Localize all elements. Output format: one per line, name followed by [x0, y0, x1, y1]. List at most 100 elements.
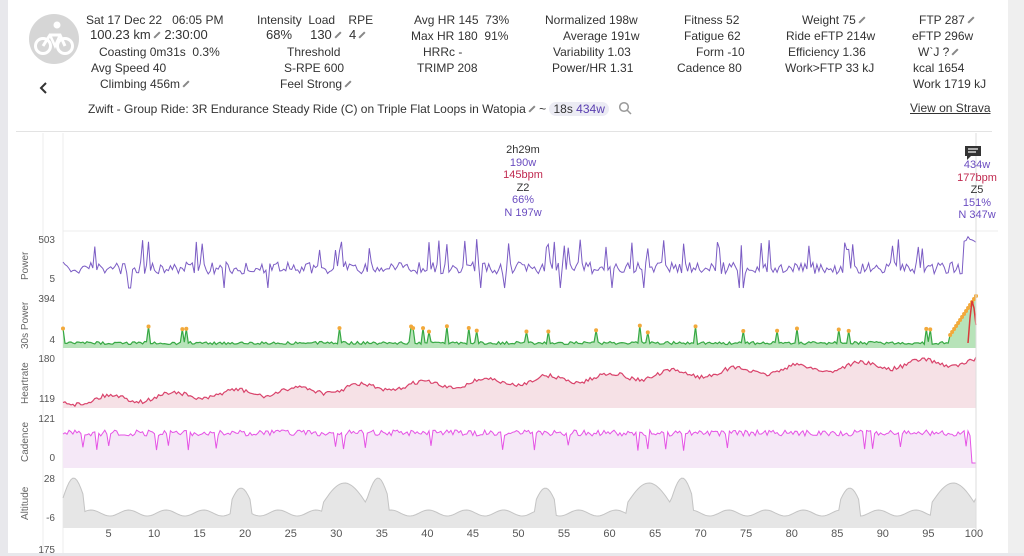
power30-peak	[972, 297, 977, 301]
edit-rpe-icon[interactable]	[357, 30, 366, 39]
avg-speed-row: Avg Speed 40	[91, 61, 167, 75]
activity-panel: Sat 17 Dec 22 06:05 PM 100.23 km 2:30:00…	[8, 0, 1008, 556]
tooltip-power: 190w	[509, 156, 537, 169]
power30-peak	[184, 326, 189, 331]
power-axis-label: Power	[20, 251, 31, 280]
point-pct: 151%	[962, 196, 992, 209]
power30-peak	[836, 327, 841, 332]
power-chart[interactable]	[62, 235, 977, 289]
power30-peak	[466, 326, 471, 331]
power30-peak	[924, 326, 929, 331]
power30-peak	[741, 329, 746, 334]
x-tick-label: 45	[466, 528, 480, 540]
next-chart-ymax: 175	[38, 545, 55, 556]
heartrate-trace	[62, 356, 977, 408]
edit-ftp-icon[interactable]	[966, 15, 975, 24]
x-tick-label: 55	[557, 528, 571, 540]
feel-row: Feel Strong	[280, 77, 352, 91]
tooltip-np: N 197w	[504, 206, 542, 219]
coasting-row: Coasting 0m31s 0.3%	[99, 45, 220, 59]
edit-weight-icon[interactable]	[857, 15, 866, 24]
average-row: Average 191w	[563, 29, 640, 43]
power30-peak	[426, 329, 431, 334]
power30-peak	[421, 326, 426, 331]
power30-peak	[411, 326, 416, 331]
time-text: 06:05 PM	[172, 13, 224, 27]
power30-peak	[962, 312, 967, 316]
altitude-axis-label: Altitude	[20, 486, 31, 520]
efficiency-row: Efficiency 1.36	[788, 45, 866, 59]
form-row: Form -10	[696, 45, 745, 59]
view-on-strava-link[interactable]: View on Strava	[910, 101, 991, 115]
hrrc-row: HRRc -	[423, 45, 463, 59]
tooltip-zone: Z2	[516, 181, 530, 194]
tooltip-pct: 66%	[511, 194, 535, 206]
max-hr-row: Max HR 180 91%	[411, 29, 509, 43]
power30-peak	[794, 326, 799, 331]
trimp-row: TRIMP 208	[417, 61, 478, 75]
duration-value: 2:30:00	[164, 27, 208, 42]
power30-peak	[958, 318, 963, 322]
srpe-row: S-RPE 600	[284, 61, 345, 75]
power30-peak	[950, 330, 955, 334]
fitness-row: Fitness 52	[684, 13, 740, 27]
x-tick-label: 40	[421, 528, 434, 540]
page-scrollbar[interactable]	[1008, 0, 1024, 553]
x-tick-label: 80	[785, 528, 798, 540]
edit-wj-icon[interactable]	[950, 47, 959, 56]
back-chevron-icon[interactable]	[36, 80, 52, 96]
power30-chart[interactable]	[61, 294, 978, 348]
x-tick-label: 75	[740, 528, 753, 540]
threshold-label: Threshold	[287, 45, 341, 59]
variability-row: Variability 1.03	[553, 45, 631, 59]
x-tick-label: 85	[831, 528, 844, 540]
edit-distance-icon[interactable]	[152, 30, 161, 39]
edit-feel-icon[interactable]	[343, 79, 352, 88]
hover-point-tooltip: 434w 177bpm Z5 151% N 347w	[952, 159, 1002, 222]
power30-peak	[775, 328, 780, 333]
power30-peak	[61, 326, 65, 331]
search-icon[interactable]	[618, 101, 632, 115]
power30-ymax: 394	[38, 294, 55, 305]
work-ftp-row: Work>FTP 33 kJ	[785, 61, 875, 75]
cadence-chart[interactable]	[62, 428, 976, 468]
x-tick-label: 35	[375, 528, 388, 540]
cadence-row: Cadence 80	[677, 61, 742, 75]
x-tick-label: 20	[239, 528, 252, 540]
power30-peak	[474, 328, 479, 333]
power30-peak	[524, 329, 529, 334]
peak-power-tag[interactable]: 18s 434w	[549, 102, 609, 116]
power30-peak	[954, 324, 959, 328]
activity-charts[interactable]	[8, 133, 1008, 553]
heartrate-axis-label: Heartrate	[20, 362, 31, 404]
comment-icon[interactable]	[964, 145, 982, 161]
power-hr-row: Power/HR 1.31	[552, 61, 634, 75]
edit-load-icon[interactable]	[333, 30, 342, 39]
ftp-row: FTP 287	[919, 13, 975, 27]
power30-ymin: 4	[49, 335, 55, 346]
altitude-ymax: 28	[43, 474, 55, 485]
power30-peak	[645, 330, 650, 335]
bicycle-icon	[34, 21, 74, 55]
power30-peak	[960, 315, 965, 319]
activity-date: Sat 17 Dec 22 06:05 PM	[86, 13, 223, 27]
x-tick-label: 25	[284, 528, 297, 540]
heartrate-chart[interactable]	[62, 356, 977, 408]
ride-eftp-row: Ride eFTP 214w	[786, 29, 876, 43]
altitude-chart[interactable]	[62, 477, 977, 528]
heartrate-ymin: 119	[39, 394, 55, 405]
x-tick-label: 100	[964, 528, 984, 540]
x-tick-label: 15	[193, 528, 206, 540]
edit-name-icon[interactable]	[527, 104, 536, 113]
climbing-row: Climbing 456m	[100, 77, 190, 91]
activity-type-avatar	[29, 14, 79, 64]
intensity-load-rpe-values: 68% 130 4	[266, 27, 366, 42]
point-zone: Z5	[970, 184, 984, 196]
activity-name-row: Zwift - Group Ride: 3R Endurance Steady …	[88, 101, 632, 116]
edit-climbing-icon[interactable]	[181, 79, 190, 88]
distance-value: 100.23 km	[90, 27, 151, 42]
point-hr: 177bpm	[957, 171, 997, 184]
power-ymax: 503	[38, 235, 55, 246]
x-tick-label: 95	[922, 528, 935, 540]
cadence-ymax: 121	[38, 414, 55, 425]
